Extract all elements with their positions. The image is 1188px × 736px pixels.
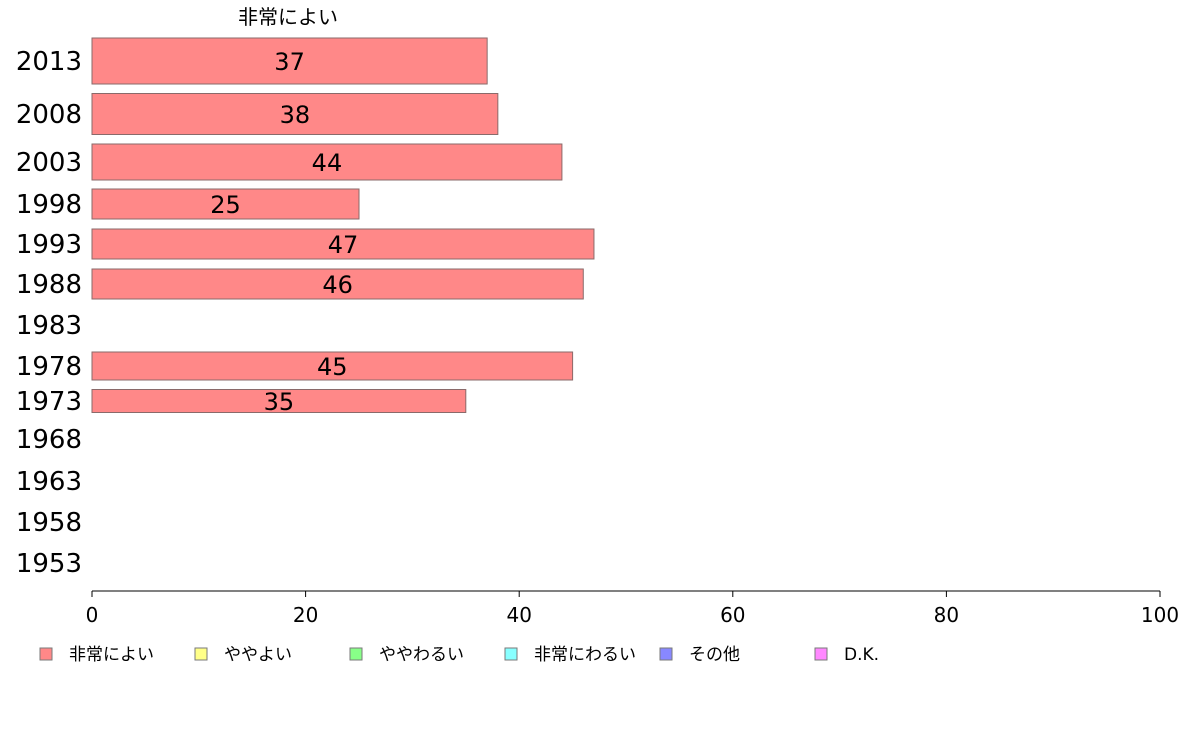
y-tick-label: 1988	[16, 270, 82, 300]
y-tick-label: 1978	[16, 352, 82, 382]
legend-swatch	[349, 647, 363, 661]
bar	[91, 93, 499, 135]
legend-swatch	[659, 647, 673, 661]
data-label: 47	[328, 231, 359, 259]
bar	[91, 389, 467, 413]
legend-label: ややよい	[224, 645, 292, 665]
data-label: 25	[210, 191, 241, 219]
chart-title: 非常によい	[238, 5, 338, 29]
y-tick-label: 1983	[16, 311, 82, 341]
bar	[91, 188, 360, 220]
x-tick-label: 60	[720, 603, 745, 627]
data-label: 44	[312, 149, 343, 177]
y-tick-label: 2008	[16, 100, 82, 130]
legend-swatch	[504, 647, 518, 661]
y-tick-label: 1963	[16, 467, 82, 497]
bar	[91, 37, 488, 85]
y-tick-label: 1973	[16, 387, 82, 417]
data-label: 37	[274, 48, 305, 76]
data-label: 46	[322, 271, 353, 299]
bar	[91, 143, 563, 181]
y-tick-label: 1968	[16, 425, 82, 455]
data-label: 45	[317, 353, 348, 381]
x-tick-label: 0	[86, 603, 99, 627]
x-tick-label: 40	[506, 603, 531, 627]
legend-swatch	[39, 647, 53, 661]
bar	[91, 268, 584, 300]
y-tick-label: 2013	[16, 47, 82, 77]
y-tick-label: 2003	[16, 148, 82, 178]
legend: 非常によい ややよい ややわるい 非常にわるい その他 D.K.	[39, 645, 879, 665]
legend-label: 非常にわるい	[534, 645, 636, 665]
legend-label: その他	[689, 645, 740, 665]
bar-rows: 2013 37 2008 38 2003 44 1998 25 1993 47 1988 46 1983…	[16, 37, 595, 579]
data-label: 38	[280, 101, 311, 129]
legend-label: D.K.	[844, 645, 879, 665]
legend-label: ややわるい	[379, 645, 464, 665]
bar	[91, 351, 574, 381]
y-tick-label: 1993	[16, 230, 82, 260]
data-label: 35	[264, 388, 295, 416]
x-axis: 0 20 40 60 80 100	[86, 590, 1179, 627]
bar	[91, 228, 595, 260]
y-tick-label: 1998	[16, 190, 82, 220]
y-tick-label: 1958	[16, 508, 82, 538]
x-tick-label: 20	[293, 603, 318, 627]
x-tick-label: 80	[934, 603, 959, 627]
x-tick-label: 100	[1141, 603, 1179, 627]
legend-swatch	[814, 647, 828, 661]
legend-label: 非常によい	[69, 645, 154, 665]
legend-swatch	[194, 647, 208, 661]
y-tick-label: 1953	[16, 549, 82, 579]
